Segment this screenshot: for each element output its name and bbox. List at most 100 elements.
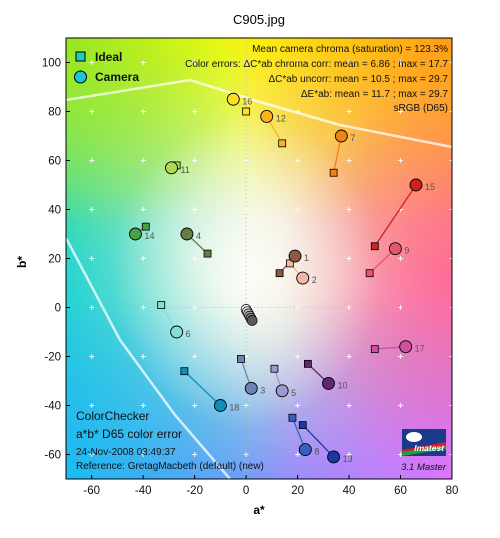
grid-cross bbox=[449, 158, 452, 163]
camera-marker-18 bbox=[213, 399, 227, 412]
axis-ticks: -60 -40 -20 0 20 40 60 80 -60 -40 -20 0 20 40 60 80 100 bbox=[42, 58, 459, 498]
patch-label-5: 5 bbox=[291, 388, 296, 398]
grid-cross bbox=[398, 256, 404, 261]
grid bbox=[66, 38, 452, 479]
ideal-marker-4 bbox=[203, 249, 212, 258]
grid-cross bbox=[398, 403, 404, 408]
grid-cross bbox=[192, 158, 198, 163]
grid-cross bbox=[346, 403, 352, 408]
patch-label-1: 1 bbox=[304, 253, 309, 263]
grid-cross bbox=[346, 109, 352, 114]
camera-marker-3 bbox=[244, 381, 258, 395]
camera-marker-2 bbox=[296, 271, 310, 285]
grid-cross bbox=[449, 207, 452, 212]
grid-cross bbox=[140, 354, 146, 359]
grid-cross bbox=[449, 256, 452, 261]
ideal-marker-6 bbox=[157, 301, 166, 309]
x-tick-label: -40 bbox=[135, 485, 152, 497]
x-tick-label: 60 bbox=[394, 485, 407, 497]
gamut-boundary-top bbox=[66, 78, 452, 149]
ideal-marker-10 bbox=[303, 359, 312, 368]
ideal-marker-5 bbox=[270, 364, 279, 373]
camera-marker-6 bbox=[170, 325, 184, 339]
patch-label-8: 8 bbox=[314, 447, 319, 457]
legend-camera-label: Camera bbox=[95, 70, 139, 84]
stats-line-3: ΔC*ab uncorr: mean = 10.5 ; max = 29.7 bbox=[268, 74, 448, 85]
x-tick-label: 40 bbox=[343, 485, 356, 497]
grid-cross bbox=[243, 207, 249, 212]
grid-cross bbox=[89, 256, 95, 261]
grid-cross bbox=[140, 60, 146, 65]
grid-cross bbox=[295, 207, 301, 212]
stats-line-5: sRGB (D65) bbox=[394, 103, 448, 114]
stats-line-2: Color errors: ΔC*ab chroma corr: mean = … bbox=[185, 59, 448, 70]
y-tick-label: -40 bbox=[44, 401, 61, 413]
patch-label-3: 3 bbox=[260, 385, 265, 395]
grid-cross bbox=[140, 256, 146, 261]
camera-marker-5 bbox=[275, 384, 289, 398]
y-tick-label: -20 bbox=[44, 352, 61, 364]
ideal-marker-12 bbox=[278, 139, 287, 148]
grid-cross bbox=[295, 452, 301, 457]
ideal-marker-13 bbox=[298, 421, 307, 430]
grid-cross bbox=[89, 403, 95, 408]
grid-cross bbox=[449, 60, 452, 65]
patch-label-9: 9 bbox=[404, 246, 409, 256]
grid-cross bbox=[192, 452, 198, 457]
patch-label-12: 12 bbox=[276, 113, 286, 123]
gamut-boundary-bottom bbox=[66, 237, 231, 479]
grid-cross bbox=[449, 354, 452, 359]
y-tick-label: 20 bbox=[48, 254, 61, 266]
legend: Ideal Camera bbox=[74, 50, 139, 84]
x-tick-label: 0 bbox=[243, 485, 249, 497]
grid-cross bbox=[398, 109, 404, 114]
camera-marker-15 bbox=[409, 178, 423, 192]
camera-marker-1 bbox=[288, 249, 302, 263]
camera-marker-16 bbox=[226, 92, 240, 106]
patch-label-4: 4 bbox=[196, 231, 201, 241]
ideal-marker-3 bbox=[237, 355, 245, 363]
imatest-logo: Imatest 3.1 Master bbox=[401, 429, 447, 473]
grid-cross bbox=[192, 207, 198, 212]
y-tick-label: 0 bbox=[55, 303, 61, 315]
error-line-15 bbox=[374, 184, 417, 247]
grid-cross bbox=[243, 403, 249, 408]
logo-version: 3.1 Master bbox=[401, 462, 447, 473]
grid-cross bbox=[192, 354, 198, 359]
grid-cross bbox=[449, 109, 452, 114]
grid-cross bbox=[140, 158, 146, 163]
grid-cross bbox=[140, 305, 146, 310]
camera-marker-13 bbox=[327, 450, 341, 464]
camera-marker-11 bbox=[165, 161, 178, 175]
grid-cross bbox=[140, 403, 146, 408]
grid-cross bbox=[346, 452, 352, 457]
ideal-marker-17 bbox=[370, 345, 379, 354]
x-tick-label: -20 bbox=[186, 485, 203, 497]
patch-label-7: 7 bbox=[350, 133, 355, 143]
y-tick-label: 80 bbox=[48, 107, 61, 119]
camera-marker-8 bbox=[298, 443, 312, 457]
patch-label-2: 2 bbox=[312, 275, 317, 285]
info-reference: Reference: GretagMacbeth (default) (new) bbox=[76, 461, 264, 472]
legend-camera-circle bbox=[74, 70, 87, 84]
grid-cross bbox=[140, 452, 146, 457]
patch-label-10: 10 bbox=[337, 380, 347, 390]
patch-label-6: 6 bbox=[186, 329, 191, 339]
x-tick-label: 80 bbox=[446, 485, 459, 497]
ideal-marker-16 bbox=[242, 107, 251, 116]
info-title-1: ColorChecker bbox=[76, 409, 149, 423]
grid-cross bbox=[295, 60, 301, 65]
error-line-18 bbox=[183, 370, 221, 406]
patch-label-14: 14 bbox=[144, 231, 154, 241]
ideal-marker-7 bbox=[329, 168, 338, 177]
stats-block: Mean camera chroma (saturation) = 123.3%… bbox=[185, 44, 448, 114]
grid-cross bbox=[192, 403, 198, 408]
y-tick-label: 100 bbox=[42, 58, 61, 70]
info-date: 24-Nov-2008 03:49:37 bbox=[76, 447, 176, 458]
x-tick-label: 20 bbox=[291, 485, 304, 497]
grid-cross bbox=[192, 256, 198, 261]
grid-cross bbox=[295, 354, 301, 359]
grid-cross bbox=[346, 60, 352, 65]
